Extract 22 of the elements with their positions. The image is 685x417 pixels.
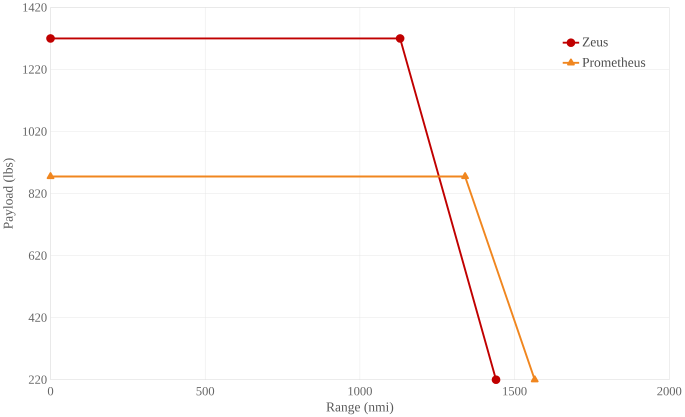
point (530, 375, 539, 382)
y-tick-label: 420 (28, 313, 47, 322)
y-tick-label: 220 (28, 375, 47, 384)
point (46, 34, 55, 43)
x-tick-label: 1500 (503, 386, 527, 396)
y-tick-label: 820 (28, 189, 47, 198)
legend-label: Zeus (582, 37, 608, 46)
point (46, 172, 54, 179)
x-axis-title: Range (nmi) (326, 402, 394, 414)
point (492, 375, 500, 384)
x-tick-label: 2000 (657, 386, 682, 396)
x-tick-label: 1000 (348, 386, 372, 396)
x-tick-label: 0 (48, 386, 54, 396)
legend-label: Prometheus (582, 57, 646, 67)
y-tick-label: 1220 (23, 65, 47, 74)
y-tick-label: 1420 (23, 2, 47, 12)
y-axis-title: Payload (lbs) (3, 158, 16, 229)
y-tick-label: 1020 (23, 127, 47, 136)
x-tick-label: 500 (196, 386, 214, 396)
point (461, 172, 469, 179)
y-tick-label: 620 (28, 251, 47, 260)
point (396, 34, 404, 43)
